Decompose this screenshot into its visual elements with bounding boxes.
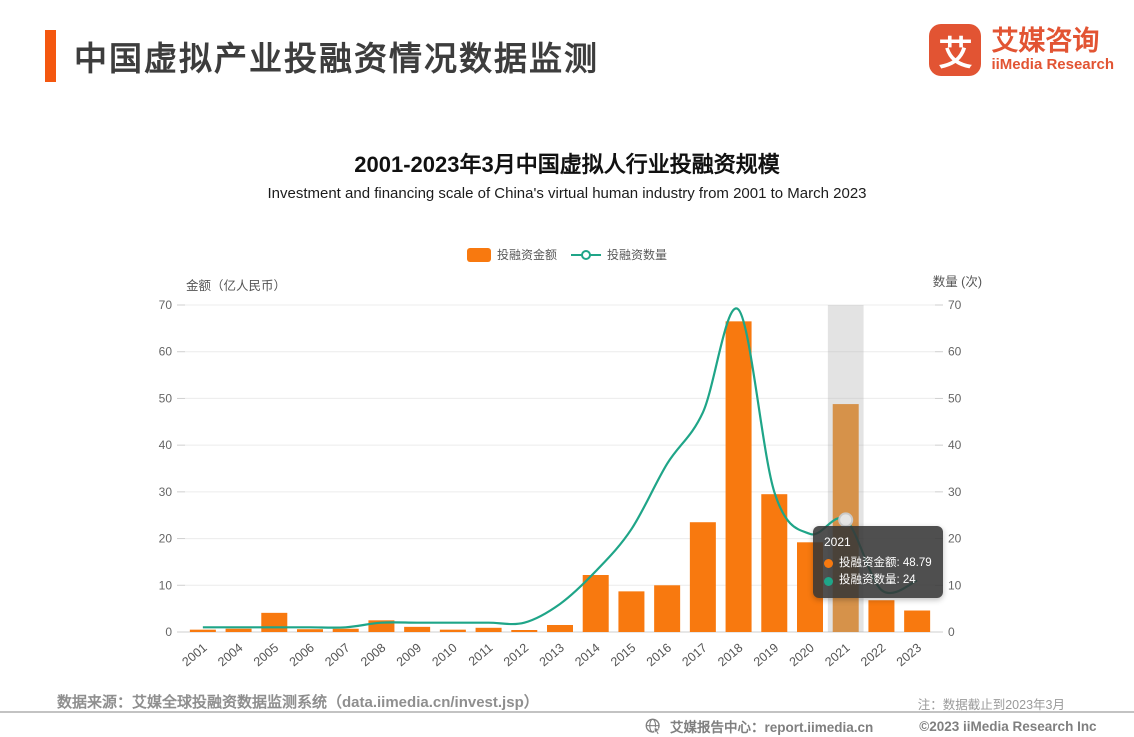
bar-2016[interactable] bbox=[654, 585, 681, 632]
bar-2019[interactable] bbox=[761, 494, 788, 632]
x-axis-label: 2018 bbox=[715, 641, 745, 670]
footer-divider bbox=[0, 711, 1134, 713]
legend-count-label: 投融资数量 bbox=[607, 248, 668, 262]
tooltip-row-count: 投融资数量: 24 bbox=[824, 572, 932, 590]
bar-2011[interactable] bbox=[475, 627, 502, 632]
data-note-text: 注：数据截止到2023年3月 bbox=[917, 698, 1065, 712]
hover-marker[interactable] bbox=[838, 512, 854, 528]
y-axis-right-name: 数量 (次) bbox=[933, 274, 982, 289]
chart-title: 2001-2023年3月中国虚拟人行业投融资规模 bbox=[354, 152, 780, 177]
tooltip-title: 2021 bbox=[824, 535, 851, 549]
x-axis-label: 2016 bbox=[644, 641, 674, 670]
y-left-tick-label: 50 bbox=[159, 391, 173, 405]
y-right-tick-label: 40 bbox=[948, 438, 962, 452]
x-axis-label: 2001 bbox=[179, 641, 209, 670]
chart-tooltip: 2021 投融资金额: 48.79 投融资数量: 24 bbox=[813, 526, 943, 599]
x-axis-label: 2022 bbox=[858, 641, 888, 670]
tooltip-amount-text: 投融资金额: 48.79 bbox=[839, 556, 932, 569]
header: 中国虚拟产业投融资情况数据监测 bbox=[45, 30, 599, 82]
y-left-tick-label: 20 bbox=[159, 532, 173, 546]
y-left-tick-label: 0 bbox=[165, 625, 172, 639]
bar-2006[interactable] bbox=[297, 629, 323, 632]
bar-2022[interactable] bbox=[868, 600, 895, 632]
footer-bar: 艾媒报告中心：report.iimedia.cn ©2023 iiMedia R… bbox=[645, 716, 1097, 736]
x-axis-label: 2005 bbox=[251, 641, 281, 670]
x-axis-label: 2014 bbox=[572, 641, 602, 670]
bar-2004[interactable] bbox=[225, 628, 252, 632]
chart-area: 金额（亿人民币） 数量 (次) 0 0 10 10 20 20 30 30 40 40 50 50 60… bbox=[0, 270, 1134, 700]
y-axis-left-name: 金额（亿人民币） bbox=[186, 278, 286, 293]
y-right-tick-label: 60 bbox=[948, 345, 962, 359]
bar-2008[interactable] bbox=[368, 620, 395, 632]
logo-name-cn: 艾媒咨询 bbox=[991, 26, 1100, 57]
x-axis-label: 2015 bbox=[608, 641, 638, 670]
bar-2018[interactable] bbox=[725, 321, 752, 632]
legend-amount-label: 投融资金额 bbox=[496, 248, 557, 262]
x-axis-label: 2013 bbox=[537, 641, 567, 670]
bar-2007[interactable] bbox=[332, 628, 359, 632]
bar-2009[interactable] bbox=[404, 626, 431, 632]
page-title: 中国虚拟产业投融资情况数据监测 bbox=[74, 40, 599, 77]
x-axis-label: 2019 bbox=[751, 641, 781, 670]
bar-2014[interactable] bbox=[582, 575, 609, 632]
y-right-tick-label: 30 bbox=[948, 485, 962, 499]
x-axis-labels-group: 2001 2004 2005 2006 2007 2008 2009 2010 2011 2012… bbox=[179, 641, 924, 670]
legend-item-count[interactable]: 投融资数量 bbox=[571, 246, 667, 263]
x-axis-label: 2012 bbox=[501, 641, 531, 670]
y-left-tick-label: 60 bbox=[159, 345, 173, 359]
x-axis-label: 2007 bbox=[322, 641, 352, 670]
y-left-tick-label: 10 bbox=[159, 578, 173, 592]
bar-2023[interactable] bbox=[904, 610, 931, 632]
x-axis-label: 2020 bbox=[787, 641, 817, 670]
logo-icon: 艾 bbox=[929, 24, 982, 76]
x-axis-label: 2004 bbox=[215, 641, 245, 670]
y-right-tick-label: 10 bbox=[948, 578, 962, 592]
bar-2005[interactable] bbox=[261, 612, 288, 632]
legend-circle-icon bbox=[581, 249, 591, 260]
globe-cursor-icon bbox=[645, 718, 662, 735]
x-axis-label: 2010 bbox=[429, 641, 459, 670]
legend-bar-swatch bbox=[466, 247, 491, 262]
bar-2015[interactable] bbox=[618, 591, 645, 632]
y-right-tick-label: 20 bbox=[948, 532, 962, 546]
logo-name-en: iiMedia Research bbox=[991, 55, 1114, 73]
x-axis-label: 2023 bbox=[894, 641, 924, 670]
legend-item-amount[interactable]: 投融资金额 bbox=[466, 246, 557, 263]
count-dot-icon bbox=[824, 576, 833, 586]
x-axis-label: 2009 bbox=[394, 641, 424, 670]
x-axis-label: 2006 bbox=[287, 641, 317, 670]
gridlines-group: 0 0 10 10 20 20 30 30 40 40 50 50 60 60 70 70 bbox=[159, 298, 962, 639]
x-axis-label: 2017 bbox=[679, 641, 709, 670]
report-center-link[interactable]: 艾媒报告中心：report.iimedia.cn bbox=[670, 720, 874, 735]
bar-2012[interactable] bbox=[511, 630, 538, 632]
legend-line-symbol bbox=[571, 249, 601, 260]
y-right-tick-label: 50 bbox=[948, 391, 962, 405]
y-left-tick-label: 30 bbox=[159, 485, 173, 499]
bar-2010[interactable] bbox=[439, 629, 466, 632]
chart-legend: 投融资金额 投融资数量 bbox=[0, 246, 1134, 263]
x-axis-label: 2021 bbox=[822, 641, 852, 670]
bar-2001[interactable] bbox=[189, 629, 216, 632]
bar-2017[interactable] bbox=[689, 522, 716, 632]
data-source-text: 数据来源：艾媒全球投融资数据监测系统（data.iimedia.cn/inves… bbox=[57, 694, 539, 711]
tooltip-count-text: 投融资数量: 24 bbox=[839, 574, 916, 587]
y-right-tick-label: 0 bbox=[948, 625, 955, 639]
x-axis-label: 2008 bbox=[358, 641, 388, 670]
y-left-tick-label: 70 bbox=[159, 298, 173, 312]
chart-subtitle: Investment and financing scale of China'… bbox=[267, 185, 867, 202]
tooltip-row-amount: 投融资金额: 48.79 bbox=[824, 555, 932, 573]
x-axis-label: 2011 bbox=[466, 641, 496, 669]
amount-dot-icon bbox=[824, 559, 833, 568]
y-left-tick-label: 40 bbox=[159, 438, 173, 452]
y-right-tick-label: 70 bbox=[948, 298, 962, 312]
trend-line bbox=[202, 307, 918, 629]
bar-2013[interactable] bbox=[547, 624, 573, 632]
copyright-text: ©2023 iiMedia Research Inc bbox=[919, 718, 1097, 734]
brand-logo: 艾 艾媒咨询 iiMedia Research bbox=[929, 24, 1114, 76]
title-accent-bar bbox=[45, 30, 56, 82]
